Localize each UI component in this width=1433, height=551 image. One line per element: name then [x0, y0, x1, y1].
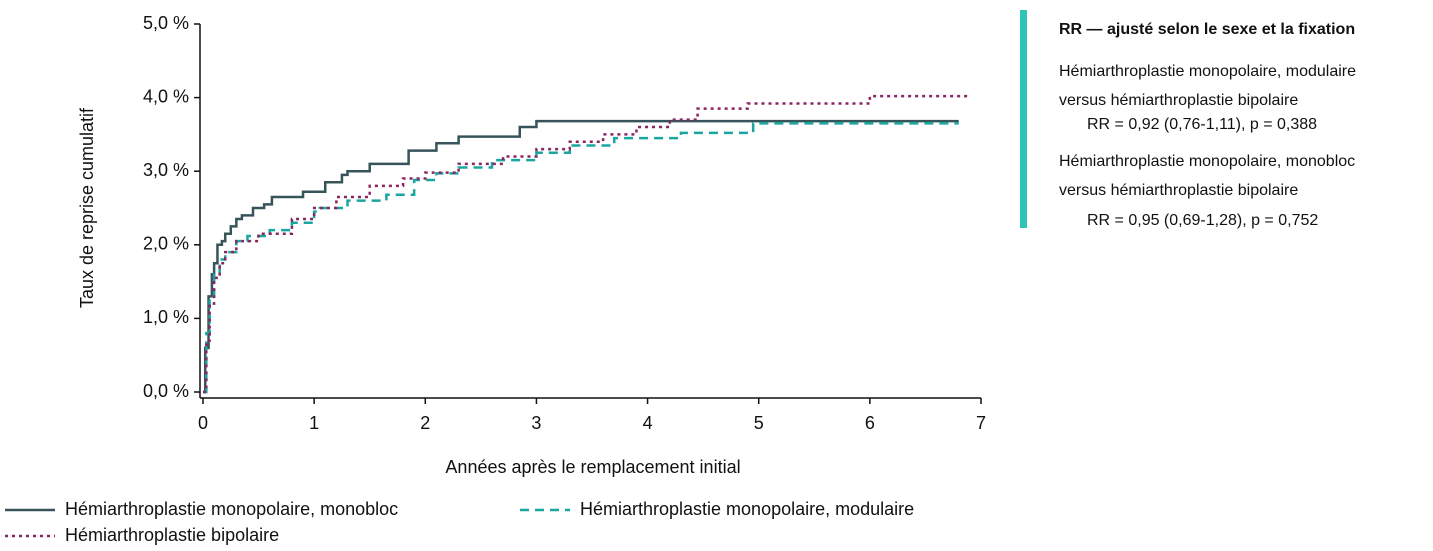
annotation-line: Hémiarthroplastie monopolaire, monobloc	[1059, 153, 1355, 170]
x-tick-label: 2	[420, 413, 430, 433]
annotation-line: RR = 0,95 (0,69-1,28), p = 0,752	[1087, 212, 1318, 229]
series-line	[203, 122, 959, 394]
y-tick-label: 0,0 %	[143, 381, 189, 401]
series-line	[203, 119, 959, 394]
x-tick-label: 4	[643, 413, 653, 433]
x-axis-label: Années après le remplacement initial	[445, 457, 740, 477]
y-tick-label: 4,0 %	[143, 86, 189, 106]
annotation-line: versus hémiarthroplastie bipolaire	[1059, 92, 1298, 109]
x-tick-label: 1	[309, 413, 319, 433]
x-tick-label: 7	[976, 413, 986, 433]
x-tick-label: 5	[754, 413, 764, 433]
legend-label: Hémiarthroplastie bipolaire	[65, 525, 279, 545]
annotation-line: Hémiarthroplastie monopolaire, modulaire	[1059, 63, 1356, 80]
y-tick-label: 2,0 %	[143, 234, 189, 254]
x-tick-label: 3	[531, 413, 541, 433]
legend-label: Hémiarthroplastie monopolaire, monobloc	[65, 499, 398, 519]
annotation-bar	[1020, 10, 1027, 228]
y-tick-label: 5,0 %	[143, 13, 189, 33]
y-tick-label: 3,0 %	[143, 160, 189, 180]
annotation-title: RR — ajusté selon le sexe et la fixation	[1059, 21, 1355, 38]
x-tick-label: 0	[198, 413, 208, 433]
x-tick-label: 6	[865, 413, 875, 433]
y-tick-label: 1,0 %	[143, 307, 189, 327]
legend-label: Hémiarthroplastie monopolaire, modulaire	[580, 499, 914, 519]
series-line	[203, 94, 970, 394]
annotation-line: versus hémiarthroplastie bipolaire	[1059, 182, 1298, 199]
y-axis-label: Taux de reprise cumulatif	[77, 107, 97, 308]
annotation-line: RR = 0,92 (0,76-1,11), p = 0,388	[1087, 116, 1317, 133]
